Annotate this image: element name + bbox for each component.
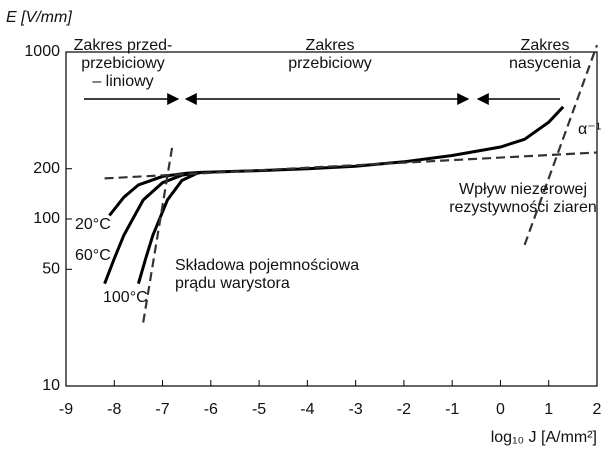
x-tick-label: -7 (155, 401, 169, 418)
curve (201, 105, 565, 174)
x-tick-label: -4 (300, 401, 314, 418)
x-tick-label: -5 (252, 401, 266, 418)
annotation: – liniowy (92, 73, 153, 90)
x-tick-label: -6 (204, 401, 218, 418)
annotation: prądu warystora (175, 275, 290, 292)
annotation: Składowa pojemnościowa (175, 257, 359, 274)
annotation: Zakres przed- (74, 37, 173, 54)
dashed-line (523, 44, 599, 246)
series-label: 60°C (75, 247, 111, 264)
y-axis-label: E [V/mm] (6, 9, 72, 26)
dashed-line (142, 146, 174, 323)
x-tick-label: 2 (593, 401, 602, 418)
annotation: α⁻¹ (578, 121, 601, 138)
plot-frame (65, 51, 598, 387)
y-tick-label: 1000 (24, 43, 60, 60)
x-tick-label: -2 (397, 401, 411, 418)
series-label: 20°C (75, 216, 111, 233)
x-tick-label: 1 (544, 401, 553, 418)
annotation: rezystywności ziaren (449, 199, 597, 216)
x-tick-label: -8 (107, 401, 121, 418)
dashed-line (104, 151, 598, 180)
x-tick-label: 0 (496, 401, 505, 418)
x-tick-label: -9 (59, 401, 73, 418)
x-axis-label: log₁₀ J [A/mm²] (491, 429, 597, 446)
x-tick-label: -1 (445, 401, 459, 418)
annotation: nasycenia (509, 55, 581, 72)
annotation: Wpływ niezerowej (459, 181, 587, 198)
series-label: 100°C (103, 289, 148, 306)
annotation: przebiciowy (81, 55, 165, 72)
y-tick-label: 200 (33, 160, 60, 177)
x-tick-label: -3 (349, 401, 363, 418)
annotation: przebiciowy (288, 55, 372, 72)
y-tick-label: 100 (33, 210, 60, 227)
y-tick-label: 50 (42, 260, 60, 277)
y-tick-label: 10 (42, 377, 60, 394)
annotation: Zakres (521, 37, 570, 54)
annotation: Zakres (306, 37, 355, 54)
